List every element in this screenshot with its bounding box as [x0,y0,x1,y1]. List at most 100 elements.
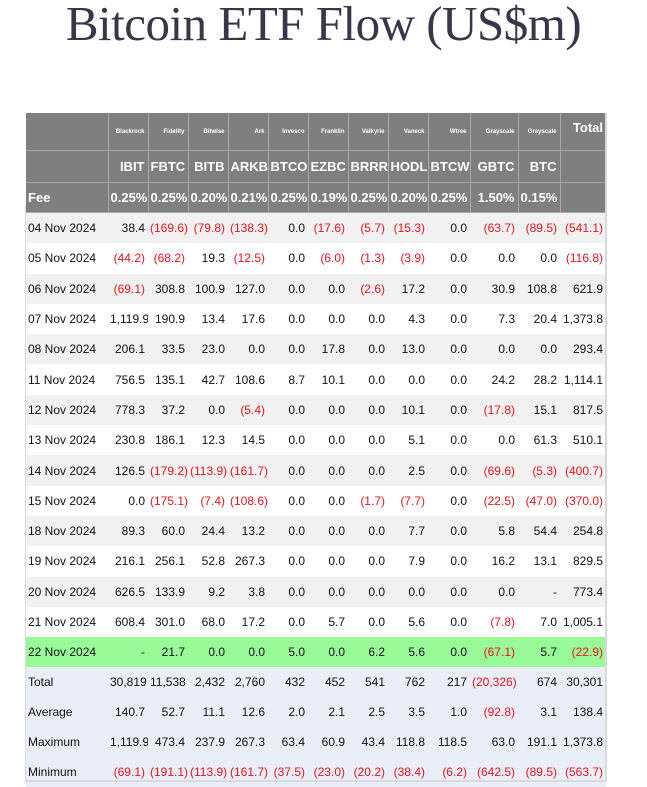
flow-value: 0.0 [428,243,470,274]
fee-value: 0.25% [348,182,389,213]
summary-value: (6.2) [428,757,470,787]
flow-value: 5.7 [518,637,560,668]
summary-value: (642.5) [470,757,518,787]
flow-value: 0.0 [388,576,428,607]
flow-value: 206.1 [108,334,148,365]
summary-row: Total 30,819 11,538 2,432 2,760 432 452 541 762 2… [26,667,606,698]
flow-value: 61.3 [518,425,560,456]
flow-value: 0.0 [348,394,388,426]
flow-value: 2.5 [388,455,428,486]
flow-value: 7.9 [388,546,428,577]
flow-value: (22.5) [470,485,518,516]
flow-value: 1,119.9 [108,303,148,335]
company-header: Fidelity [148,113,189,151]
summary-value: 118.5 [428,727,470,758]
header-corner [26,113,109,151]
fee-value: 0.25% [428,182,471,213]
flow-value: 5.8 [470,515,518,547]
company-header: Vaneck [388,113,429,151]
flow-value: (44.2) [108,243,148,274]
flow-value: 0.0 [428,394,470,426]
flow-value: 7.3 [470,303,518,335]
flow-value: (67.1) [470,637,518,668]
flow-value: 0.0 [348,515,388,547]
flow-value: 0.0 [268,485,308,516]
fee-value: 0.25% [108,182,149,213]
company-header: Valkyrie [348,113,389,151]
table-row-latest: 22 Nov 2024-21.7 0.0 0.0 5.0 0.0 6.2 5.6 0.0 (67… [26,637,606,668]
flow-value: 0.0 [428,303,470,335]
flow-value: 5.0 [268,637,308,668]
ticker-header: IBIT [108,150,149,183]
flow-value: 0.0 [428,515,470,547]
flow-value: (15.3) [388,212,428,244]
row-date: 19 Nov 2024 [26,546,108,577]
flow-value: 0.0 [268,212,308,244]
flow-value: 186.1 [148,425,188,456]
summary-row: Maximum 1,119.9 473.4 237.9 267.3 63.4 60.9 43.… [26,727,606,758]
row-total-value: (400.7) [560,455,606,486]
ticker-header: HODL [388,150,429,183]
summary-value: 432 [268,667,308,698]
flow-value: 12.3 [188,425,228,456]
summary-value: (89.5) [518,757,560,787]
row-total-value: (541.1) [560,212,606,244]
flow-value: 0.0 [308,546,348,577]
row-total-value: 1,005.1 [560,606,606,638]
flow-value: 0.0 [348,303,388,335]
summary-value: (563.7) [560,757,606,787]
flow-value: 14.5 [228,425,268,456]
flow-value: 0.0 [470,243,518,274]
flow-value: 100.9 [188,273,228,304]
flow-value: (5.3) [518,455,560,486]
summary-value: 3.1 [518,697,560,728]
flow-value: 13.0 [388,334,428,365]
flow-value: (161.7) [228,455,268,486]
flow-value: 37.2 [148,394,188,426]
header-ticker-row: IBIT FBTC BITB ARKB BTCO EZBC BRRR HODL … [26,150,606,183]
table-row: 07 Nov 2024 1,119.9 190.9 13.4 17.6 0.0 0.0 0.0… [26,303,606,335]
flow-value: 0.0 [268,606,308,638]
company-header: Wtree [428,113,471,151]
flow-value: 21.7 [148,637,188,668]
summary-value: 217 [428,667,470,698]
flow-value: 0.0 [308,303,348,335]
summary-value: 237.9 [188,727,228,758]
summary-value: (92.8) [470,697,518,728]
flow-value: - [518,576,560,607]
summary-value: (20,326) [470,667,518,698]
flow-value: (12.5) [228,243,268,274]
flow-value: 0.0 [308,637,348,668]
table-row: 08 Nov 2024 206.1 33.5 23.0 0.0 0.0 17.8 0.0 13.… [26,334,606,365]
flow-value: 133.9 [148,576,188,607]
table-row: 05 Nov 2024 (44.2) (68.2) 19.3 (12.5) 0.0 (6.0… [26,243,606,274]
flow-value: 778.3 [108,394,148,426]
flow-value: (5.4) [228,394,268,426]
summary-label: Maximum [26,727,108,758]
flow-value: 89.3 [108,515,148,547]
flow-value: 0.0 [428,364,470,395]
table-row: 12 Nov 2024 778.3 37.2 0.0 (5.4) 0.0 0.0 0.0 10.… [26,394,606,426]
flow-value: 0.0 [268,546,308,577]
flow-value: 28.2 [518,364,560,395]
company-header: Blackrock [108,113,149,151]
fee-value: 0.20% [188,182,229,213]
row-total-value: (22.9) [560,637,606,668]
flow-value: 0.0 [308,425,348,456]
summary-value: 43.4 [348,727,388,758]
flow-value: 0.0 [268,394,308,426]
flow-value: 0.0 [268,455,308,486]
flow-value: 0.0 [348,546,388,577]
table-row: 13 Nov 2024 230.8 186.1 12.3 14.5 0.0 0.0 0.0 5.… [26,425,606,456]
flow-value: 3.8 [228,576,268,607]
flow-value: 7.7 [388,515,428,547]
flow-value: 13.1 [518,546,560,577]
flow-value: 0.0 [268,425,308,456]
page-title: Bitcoin ETF Flow (US$m) [65,0,582,51]
row-date: 08 Nov 2024 [26,334,108,365]
flow-value: 190.9 [148,303,188,335]
flow-value: 108.6 [228,364,268,395]
flow-value: 0.0 [428,425,470,456]
flow-value: 23.0 [188,334,228,365]
summary-value: 118.8 [388,727,428,758]
